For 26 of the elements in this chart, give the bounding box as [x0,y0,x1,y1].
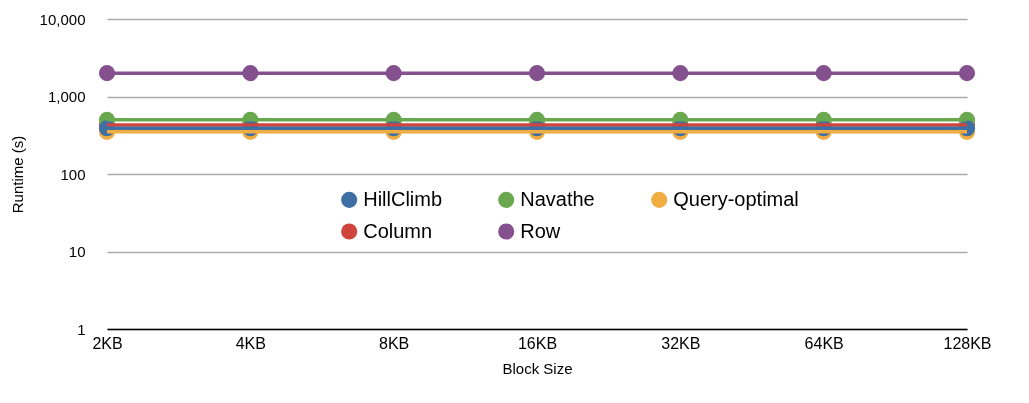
x-tick-label: 8KB [379,334,410,352]
point [98,65,116,82]
y-tick-label: 1 [77,320,86,338]
point [242,65,259,82]
y-tick-label: 100 [60,165,86,183]
point [672,65,689,82]
point [385,65,402,82]
legend-label: HillClimb [363,187,443,210]
legend-label: Column [363,219,433,242]
x-tick-label: 2KB [92,334,123,352]
y-tick-label: 10 [68,243,86,260]
x-tick-label: 64KB [804,334,844,352]
point [528,65,546,82]
y-axis-title: Runtime (s) [8,135,26,214]
x-tick-label: 16KB [517,334,558,352]
point [958,65,976,82]
legend-label: Navathe [520,187,595,210]
x-tick-label: 4KB [235,334,266,352]
point [815,65,832,82]
x-tick-label: 128KB [943,334,992,352]
y-tick-label: 1,000 [47,88,86,105]
x-axis-title: Block Size [502,359,573,377]
legend-label: Query-optimal [673,187,799,210]
legend-label: Row [520,219,561,242]
y-tick-label: 10,000 [39,10,86,28]
x-tick-label: 32KB [661,334,701,352]
